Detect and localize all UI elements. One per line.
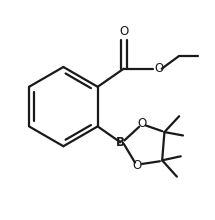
Text: O: O [133,159,142,172]
Text: O: O [154,62,163,75]
Text: O: O [137,117,146,130]
Text: O: O [119,25,128,38]
Text: B: B [116,136,125,149]
